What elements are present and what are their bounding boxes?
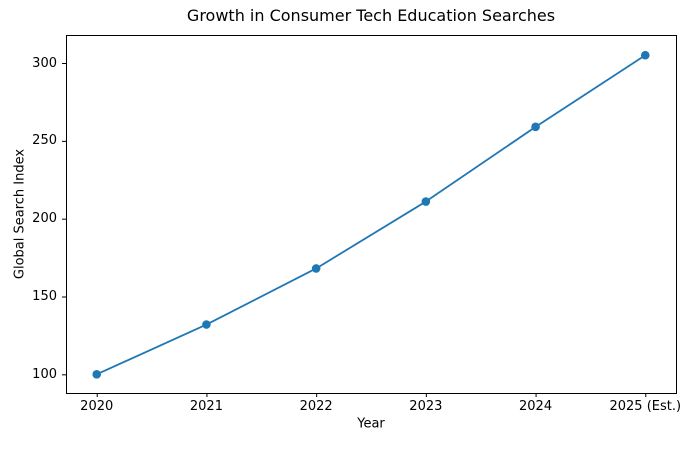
y-axis-label: Global Search Index [12, 148, 28, 280]
x-axis-label: Year [357, 416, 385, 432]
x-tick-label: 2023 [409, 399, 443, 414]
data-point-marker [640, 50, 650, 60]
x-tick-label: 2022 [299, 399, 333, 414]
data-point-marker [92, 370, 102, 379]
plot-frame [66, 35, 677, 394]
data-point-marker [202, 320, 211, 329]
x-tick-label: 2024 [519, 399, 553, 414]
x-tick-label: 2020 [80, 399, 114, 414]
data-point-marker [421, 197, 431, 206]
y-tick-label: 300 [32, 55, 57, 71]
data-point-marker [531, 122, 540, 132]
x-tick-label: 2021 [189, 399, 223, 414]
y-tick-label: 150 [32, 288, 57, 304]
chart-title: Growth in Consumer Tech Education Search… [186, 6, 556, 25]
data-point-marker [311, 264, 321, 273]
y-tick-label: 100 [32, 366, 57, 382]
y-tick-label: 250 [32, 133, 57, 149]
y-tick-label: 200 [32, 211, 57, 227]
data-line [95, 54, 647, 376]
x-tick-label: 2025 (Est.) [609, 399, 682, 414]
